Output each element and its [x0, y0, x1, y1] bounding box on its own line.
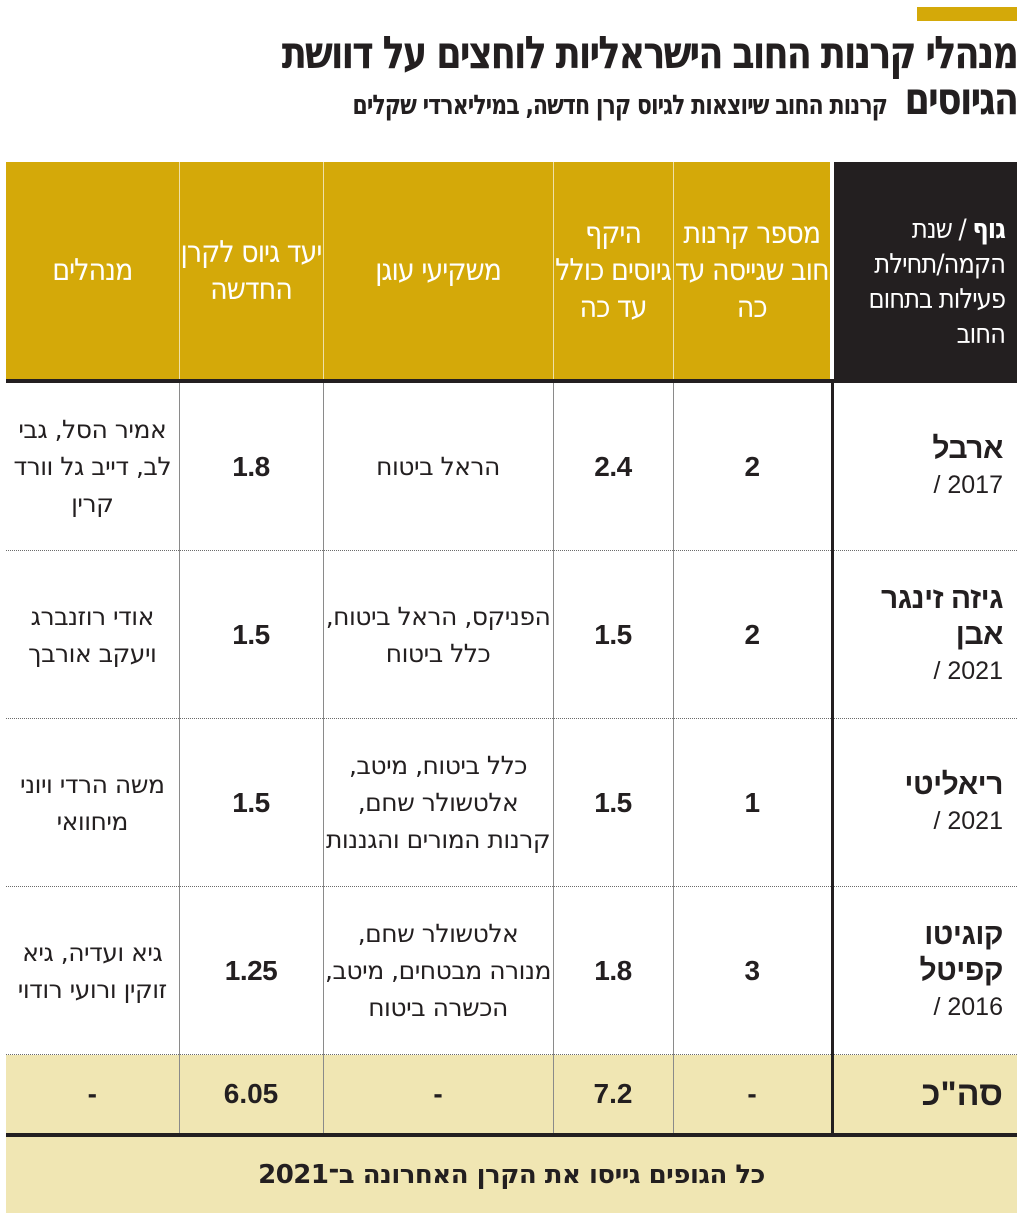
- entity-cell: ארבל 2017 /: [830, 381, 1017, 551]
- managers-cell: אודי רוזנברג ויעקב אורבך: [6, 550, 179, 719]
- footnote-row: כל הגופים גייסו את הקרן האחרונה ב־2021: [6, 1135, 1017, 1213]
- target-cell: 1.8: [178, 381, 323, 551]
- entity-name: ארבל: [932, 431, 1003, 465]
- accent-bar: [917, 7, 1017, 21]
- fund-count-cell: 3: [672, 886, 832, 1055]
- entity-year: 2017 /: [933, 470, 1003, 499]
- target-cell: 1.5: [178, 550, 323, 719]
- anchor-investors-cell: אלטשולר שחם, מנורה מבטחים, מיטב, הכשרה ב…: [322, 886, 553, 1055]
- total-raised-cell: 1.8: [552, 886, 673, 1055]
- managers-cell: אמיר הסל, גבי לב, דייב גל וורד קרין: [6, 381, 179, 551]
- table-row: ארבל 2017 / 2 2.4 הראל ביטוח 1.8 אמיר הסל…: [6, 381, 1017, 551]
- title-line-2-text: הגיוסים: [904, 72, 1019, 125]
- totals-fund-count: -: [672, 1054, 832, 1137]
- fund-count-cell: 2: [672, 381, 832, 551]
- col-header-fund-count: מספר קרנות חוב שגייסה עד כה: [672, 162, 832, 383]
- entity-name: ריאליטי: [904, 767, 1003, 801]
- entity-cell: קוגיטו קפיטל 2016 /: [830, 886, 1017, 1055]
- header-row: גוף / שנת הקמה/תחילת פעילות בתחום החוב מ…: [6, 162, 1017, 383]
- totals-managers: -: [6, 1054, 179, 1137]
- target-cell: 1.25: [178, 886, 323, 1055]
- total-raised-cell: 2.4: [552, 381, 673, 551]
- fund-count-cell: 2: [672, 550, 832, 719]
- page-title: מנהלי קרנות החוב הישראליות לוחצים על דוו…: [8, 26, 1019, 129]
- entity-cell: גיזה זינגר אבן 2021 /: [830, 550, 1017, 719]
- table-row: ריאליטי 2021 / 1 1.5 כלל ביטוח, מיטב, אלט…: [6, 718, 1017, 887]
- total-raised-cell: 1.5: [552, 718, 673, 887]
- title-line-1: מנהלי קרנות החוב הישראליות לוחצים על דוו…: [281, 26, 1019, 79]
- anchor-investors-cell: הראל ביטוח: [322, 381, 553, 551]
- title-line-2: הגיוסים קרנות החוב שיוצאות לגיוס קרן חדש…: [8, 76, 1019, 129]
- entity-year: 2016 /: [933, 992, 1003, 1021]
- entity-year: 2021 /: [933, 806, 1003, 835]
- anchor-investors-cell: כלל ביטוח, מיטב, אלטשולר שחם, קרנות המור…: [322, 718, 553, 887]
- totals-label: סה"כ: [830, 1054, 1017, 1137]
- col-header-total-raised: היקף גיוסים כולל עד כה: [552, 162, 673, 383]
- entity-name: גיזה זינגר אבן: [881, 581, 1003, 651]
- col-header-entity-rest: / שנת הקמה/תחילת פעילות בתחום החוב: [868, 213, 1006, 350]
- total-raised-cell: 1.5: [552, 550, 673, 719]
- totals-raised: 7.2: [552, 1054, 673, 1137]
- col-header-managers: מנהלים: [6, 162, 179, 383]
- target-cell: 1.5: [178, 718, 323, 887]
- col-header-new-fund-target: יעד גיוס לקרן החדשה: [178, 162, 323, 383]
- col-header-entity: גוף / שנת הקמה/תחילת פעילות בתחום החוב: [830, 162, 1017, 383]
- table-row: קוגיטו קפיטל 2016 / 3 1.8 אלטשולר שחם, מנ…: [6, 886, 1017, 1055]
- col-header-anchor-investors: משקיעי עוגן: [322, 162, 553, 383]
- totals-target: 6.05: [178, 1054, 323, 1137]
- subtitle: קרנות החוב שיוצאות לגיוס קרן חדשה, במילי…: [352, 90, 888, 121]
- totals-anchors: -: [322, 1054, 553, 1137]
- entity-year: 2021 /: [933, 656, 1003, 685]
- totals-row: סה"כ - 7.2 - 6.05 -: [6, 1054, 1017, 1137]
- col-header-entity-bold: גוף: [972, 213, 1006, 245]
- footnote: כל הגופים גייסו את הקרן האחרונה ב־2021: [6, 1135, 1017, 1213]
- entity-cell: ריאליטי 2021 /: [830, 718, 1017, 887]
- fund-count-cell: 1: [672, 718, 832, 887]
- table-row: גיזה זינגר אבן 2021 / 2 1.5 הפניקס, הראל …: [6, 550, 1017, 719]
- anchor-investors-cell: הפניקס, הראל ביטוח, כלל ביטוח: [322, 550, 553, 719]
- managers-cell: גיא ועדיה, גיא זוקין ורועי רודוי: [6, 886, 179, 1055]
- entity-name: קוגיטו קפיטל: [919, 917, 1003, 987]
- funds-table: גוף / שנת הקמה/תחילת פעילות בתחום החוב מ…: [6, 162, 1017, 1213]
- managers-cell: משה הרדי ויוני מיחוואי: [6, 718, 179, 887]
